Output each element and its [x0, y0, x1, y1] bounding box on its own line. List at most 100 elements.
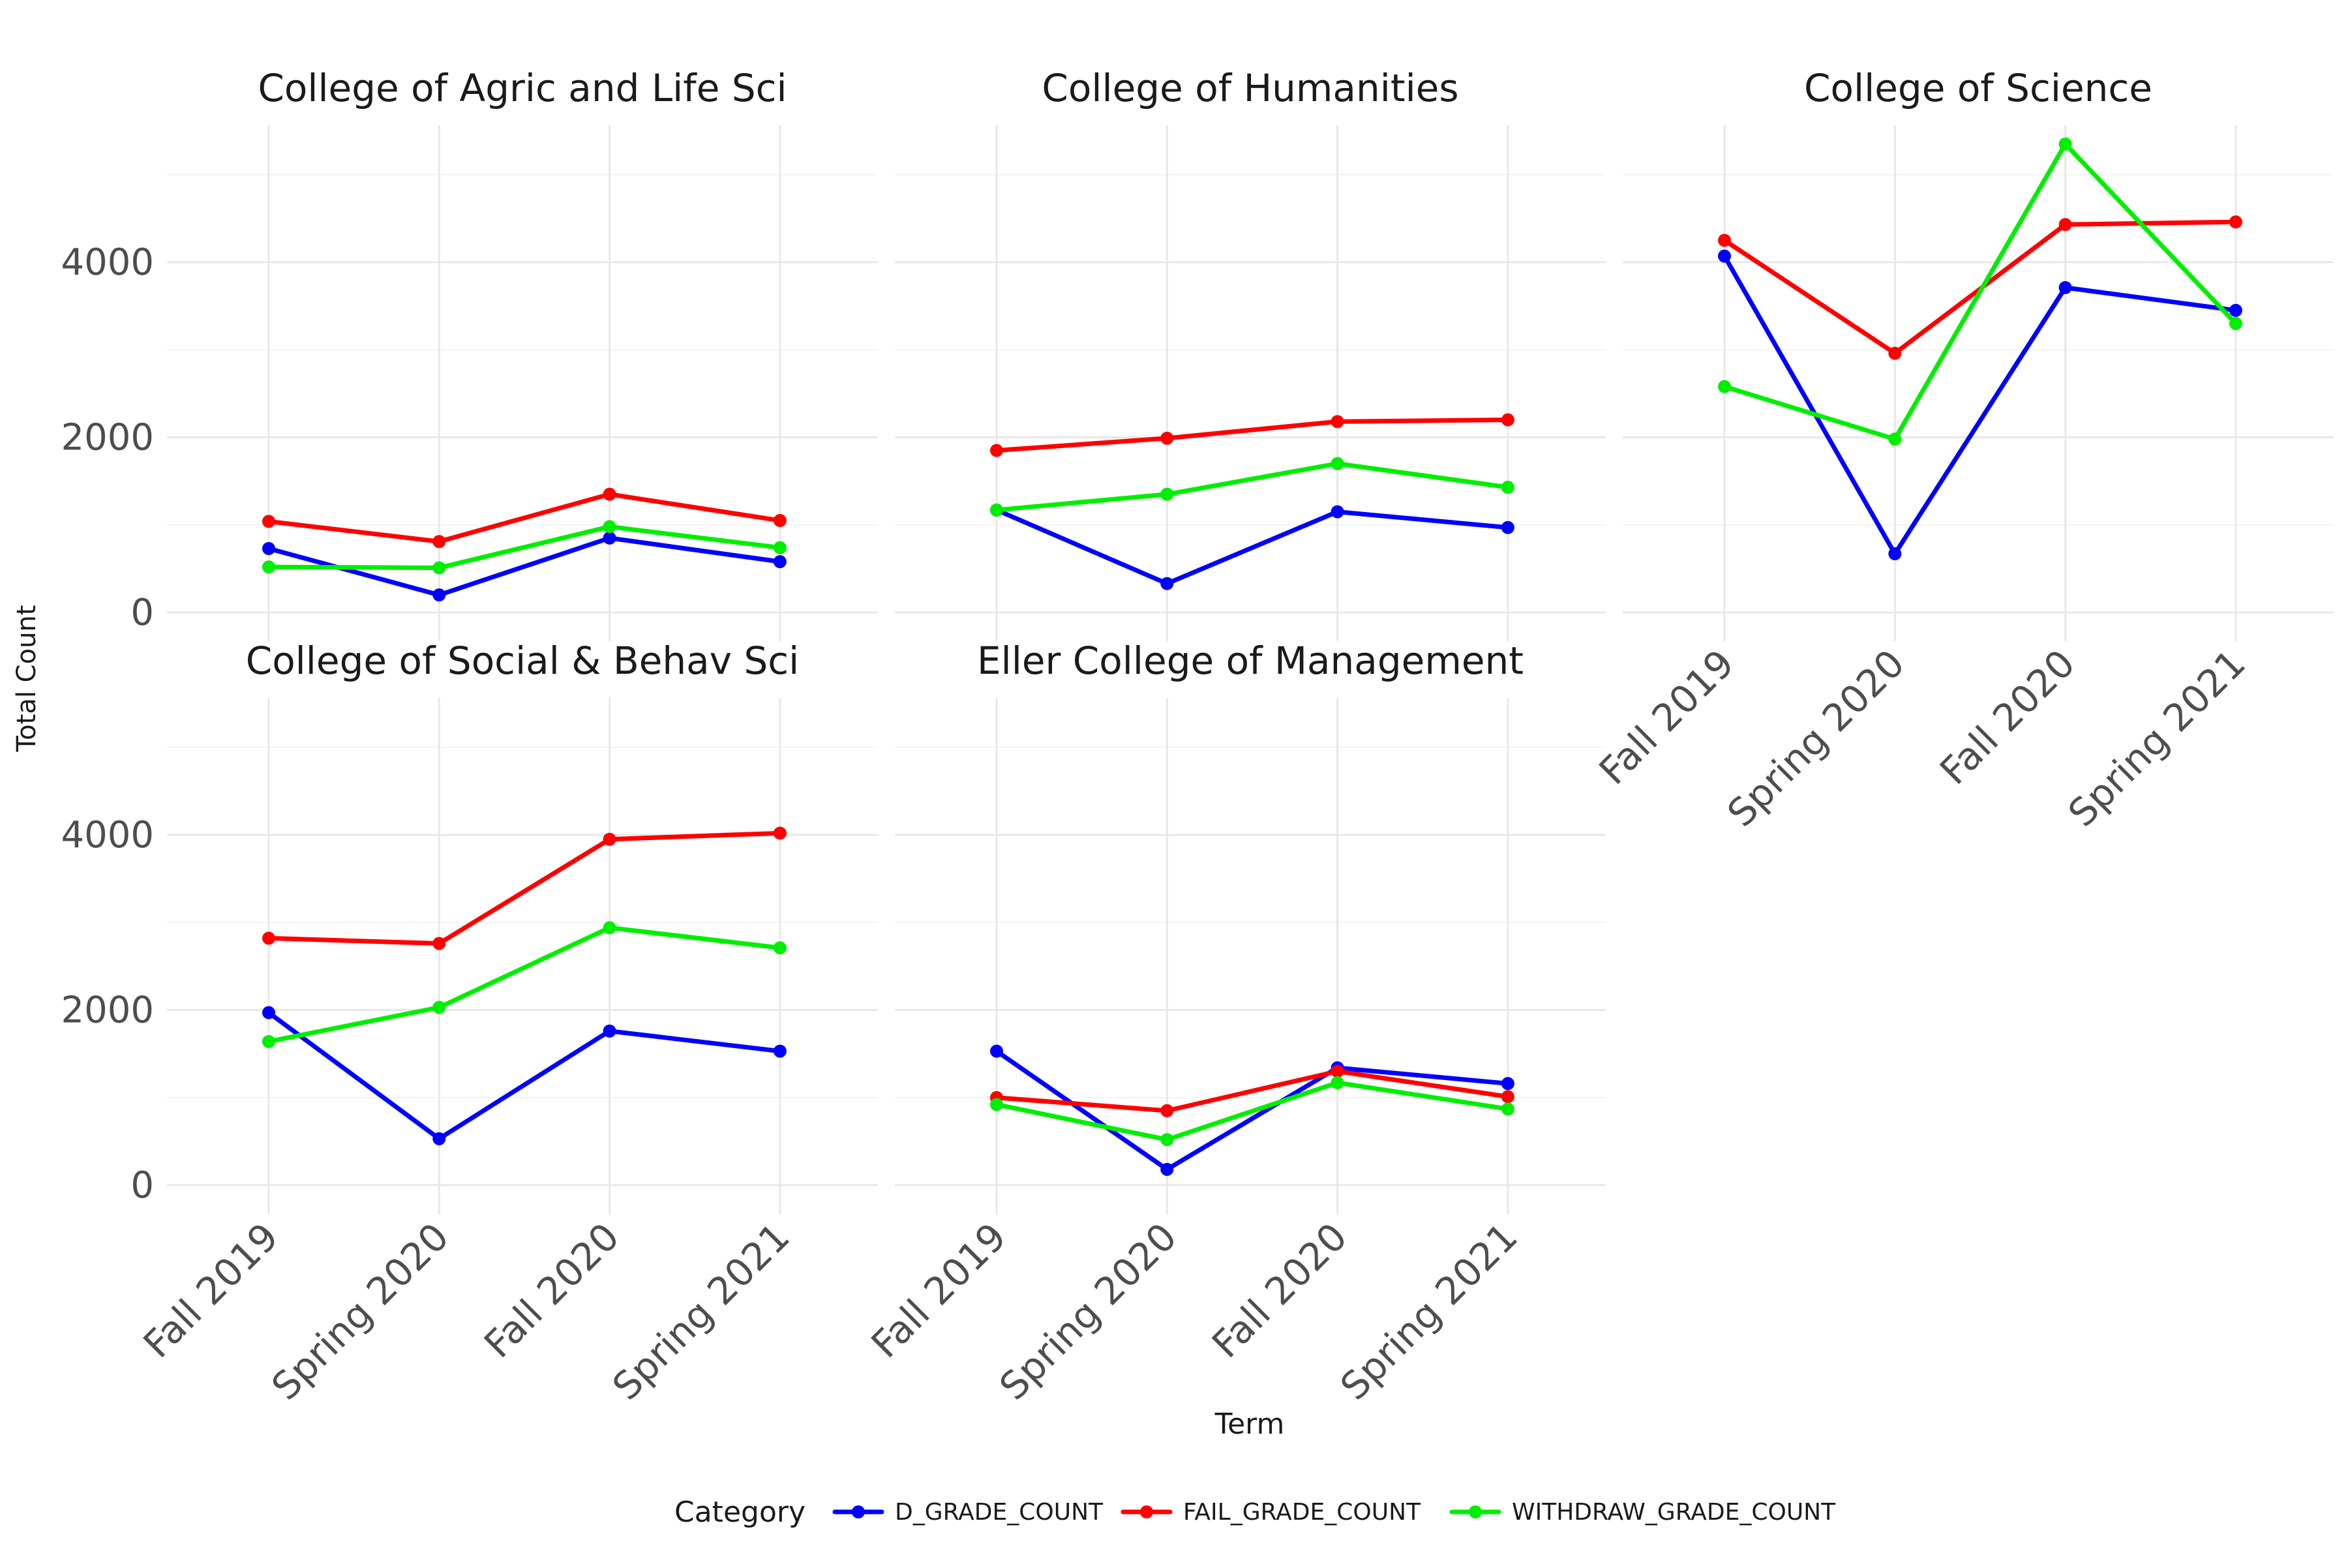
- series-line-fail-grade-count: [266, 830, 783, 946]
- series-line-withdraw-grade-count: [266, 925, 783, 1044]
- panel-title-college-of-social-behav-sci: College of Social & Behav Sci: [246, 639, 800, 683]
- x-tick-label: Spring 2021: [604, 1214, 798, 1409]
- data-point-withdraw-grade-count: [432, 561, 446, 575]
- series-line-withdraw-grade-count: [1722, 142, 2238, 442]
- data-point-withdraw-grade-count: [2058, 137, 2072, 151]
- text-layer: College of Agric and Life Sci 0 2000 4000 Co…: [61, 66, 2253, 1409]
- panel-title-college-of-humanities: College of Humanities: [1042, 66, 1458, 110]
- data-point-d-grade-count: [262, 541, 275, 555]
- data-point-withdraw-grade-count: [262, 1034, 275, 1048]
- data-point-fail-grade-count: [1331, 1064, 1344, 1078]
- data-point-withdraw-grade-count: [990, 1098, 1003, 1111]
- data-point-withdraw-grade-count: [1160, 1133, 1174, 1147]
- gridlines: [167, 125, 2334, 1214]
- y-tick-label: 2000: [61, 989, 154, 1032]
- data-point-withdraw-grade-count: [1501, 481, 1514, 494]
- legend-key-point-fail-grade-count: [1140, 1505, 1153, 1518]
- data-point-fail-grade-count: [262, 931, 275, 945]
- data-point-fail-grade-count: [1501, 413, 1514, 427]
- data-point-d-grade-count: [990, 1044, 1003, 1058]
- legend-label-d-grade-count: D_GRADE_COUNT: [895, 1499, 1104, 1526]
- data-point-fail-grade-count: [1888, 346, 1902, 360]
- series-line-d-grade-count: [266, 1010, 783, 1141]
- data-point-fail-grade-count: [432, 937, 446, 950]
- data-point-fail-grade-count: [603, 487, 616, 501]
- y-tick-label: 4000: [61, 241, 154, 284]
- data-point-fail-grade-count: [1718, 234, 1731, 247]
- data-point-d-grade-count: [432, 588, 446, 602]
- legend-key-point-d-grade-count: [852, 1505, 865, 1518]
- x-tick-label: Spring 2020: [1719, 641, 1913, 836]
- data-point-withdraw-grade-count: [773, 541, 787, 554]
- y-axis-label: Total Count: [12, 605, 42, 753]
- y-tick-label: 2000: [61, 417, 154, 459]
- data-point-withdraw-grade-count: [603, 520, 616, 534]
- data-point-withdraw-grade-count: [603, 921, 616, 935]
- data-point-withdraw-grade-count: [1331, 1076, 1344, 1089]
- data-point-d-grade-count: [773, 555, 787, 569]
- series-line-withdraw-grade-count: [994, 461, 1511, 513]
- x-tick-label: Fall 2019: [1591, 641, 1743, 793]
- data-point-d-grade-count: [1160, 577, 1174, 590]
- panel-title-eller-college-of-management: Eller College of Management: [977, 639, 1524, 683]
- x-axis-label: Term: [1214, 1408, 1285, 1441]
- series-line-fail-grade-count: [994, 1068, 1511, 1113]
- data-point-fail-grade-count: [773, 514, 787, 528]
- data-point-d-grade-count: [1501, 520, 1514, 534]
- data-point-d-grade-count: [2229, 303, 2242, 317]
- data-point-withdraw-grade-count: [990, 503, 1003, 517]
- data-point-withdraw-grade-count: [1160, 487, 1174, 501]
- series-layer: [262, 137, 2242, 1176]
- data-point-d-grade-count: [603, 1024, 616, 1038]
- data-point-fail-grade-count: [2058, 218, 2072, 232]
- x-tick-label: Spring 2020: [991, 1214, 1185, 1409]
- x-tick-label: Spring 2021: [1332, 1214, 1526, 1409]
- legend-key-point-withdraw-grade-count: [1469, 1505, 1482, 1518]
- x-tick-label: Spring 2021: [2060, 641, 2254, 836]
- data-point-d-grade-count: [1501, 1077, 1514, 1091]
- data-point-d-grade-count: [1888, 547, 1902, 561]
- x-tick-label: Fall 2019: [135, 1214, 287, 1366]
- data-point-fail-grade-count: [432, 535, 446, 549]
- data-point-fail-grade-count: [603, 832, 616, 846]
- data-point-d-grade-count: [2058, 280, 2072, 294]
- series-line-withdraw-grade-count: [994, 1080, 1511, 1142]
- data-point-d-grade-count: [432, 1132, 446, 1145]
- y-tick-label: 0: [130, 592, 154, 634]
- series-line-d-grade-count: [266, 535, 783, 597]
- data-point-fail-grade-count: [2229, 215, 2242, 229]
- series-line-fail-grade-count: [994, 417, 1511, 453]
- data-point-fail-grade-count: [1160, 431, 1174, 445]
- x-tick-label: Fall 2020: [1203, 1214, 1355, 1366]
- data-point-fail-grade-count: [990, 444, 1003, 457]
- legend: D_GRADE_COUNT FAIL_GRADE_COUNT WITHDRAW_GR…: [832, 1499, 1836, 1526]
- data-point-withdraw-grade-count: [1501, 1102, 1514, 1116]
- panel-title-college-of-agric-and-life-sci: College of Agric and Life Sci: [258, 66, 787, 110]
- series-line-d-grade-count: [994, 507, 1511, 586]
- data-point-fail-grade-count: [1331, 415, 1344, 429]
- data-point-withdraw-grade-count: [773, 941, 787, 955]
- data-point-d-grade-count: [262, 1006, 275, 1019]
- y-tick-label: 4000: [61, 814, 154, 856]
- data-point-fail-grade-count: [1160, 1104, 1174, 1117]
- data-point-fail-grade-count: [1501, 1090, 1514, 1104]
- series-line-d-grade-count: [1722, 254, 2238, 556]
- data-point-fail-grade-count: [773, 826, 787, 840]
- series-line-fail-grade-count: [266, 492, 783, 544]
- y-tick-label: 0: [130, 1164, 154, 1207]
- legend-title: Category: [674, 1496, 805, 1529]
- data-point-withdraw-grade-count: [1888, 432, 1902, 446]
- series-line-withdraw-grade-count: [266, 524, 783, 571]
- data-point-withdraw-grade-count: [1331, 457, 1344, 470]
- series-line-d-grade-count: [994, 1049, 1511, 1172]
- x-tick-label: Spring 2020: [263, 1214, 457, 1409]
- data-point-withdraw-grade-count: [1718, 380, 1731, 393]
- data-point-d-grade-count: [1718, 249, 1731, 263]
- data-point-d-grade-count: [1331, 505, 1344, 519]
- panel-title-college-of-science: College of Science: [1804, 66, 2152, 110]
- legend-label-fail-grade-count: FAIL_GRADE_COUNT: [1183, 1499, 1421, 1526]
- legend-label-withdraw-grade-count: WITHDRAW_GRADE_COUNT: [1512, 1499, 1836, 1526]
- data-point-withdraw-grade-count: [432, 1001, 446, 1014]
